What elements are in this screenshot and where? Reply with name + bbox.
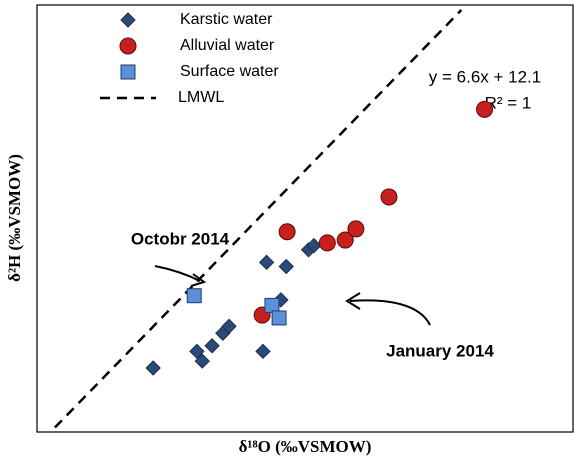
plot-frame <box>36 4 574 433</box>
point <box>318 234 336 252</box>
point <box>204 338 220 354</box>
point <box>145 360 161 376</box>
legend-label: Alluvial water <box>180 37 275 54</box>
legend-marker <box>120 64 136 80</box>
point <box>255 343 271 360</box>
legend-label: LMWL <box>178 89 224 106</box>
arrow-head <box>190 273 207 287</box>
x-axis-label: δ¹⁸O (‰VSMOW) <box>239 437 372 456</box>
point <box>278 223 296 241</box>
point <box>347 220 365 238</box>
point <box>278 258 294 275</box>
legend-marker <box>119 37 137 55</box>
point <box>264 297 280 313</box>
legend-label: Karstic water <box>180 11 273 28</box>
point <box>189 343 205 360</box>
point <box>258 254 275 271</box>
lmwl-line <box>53 9 463 429</box>
arrow-head <box>345 292 361 310</box>
legend-label: Surface water <box>180 63 279 80</box>
point <box>336 231 354 249</box>
point <box>271 310 287 326</box>
y-axis-label: δ²H (‰VSMOW) <box>5 154 24 282</box>
r-squared: R² = 1 <box>485 93 532 112</box>
point <box>306 237 322 254</box>
annotation: Octobr 2014 <box>131 229 230 248</box>
point <box>476 100 494 118</box>
point <box>221 318 237 335</box>
point <box>194 353 210 369</box>
point <box>186 288 202 304</box>
annotation: January 2014 <box>386 341 494 360</box>
arrow <box>349 299 431 326</box>
legend-marker <box>120 12 136 28</box>
point <box>380 188 398 206</box>
arrow <box>154 265 201 282</box>
equation: y = 6.6x + 12.1 <box>429 67 541 86</box>
